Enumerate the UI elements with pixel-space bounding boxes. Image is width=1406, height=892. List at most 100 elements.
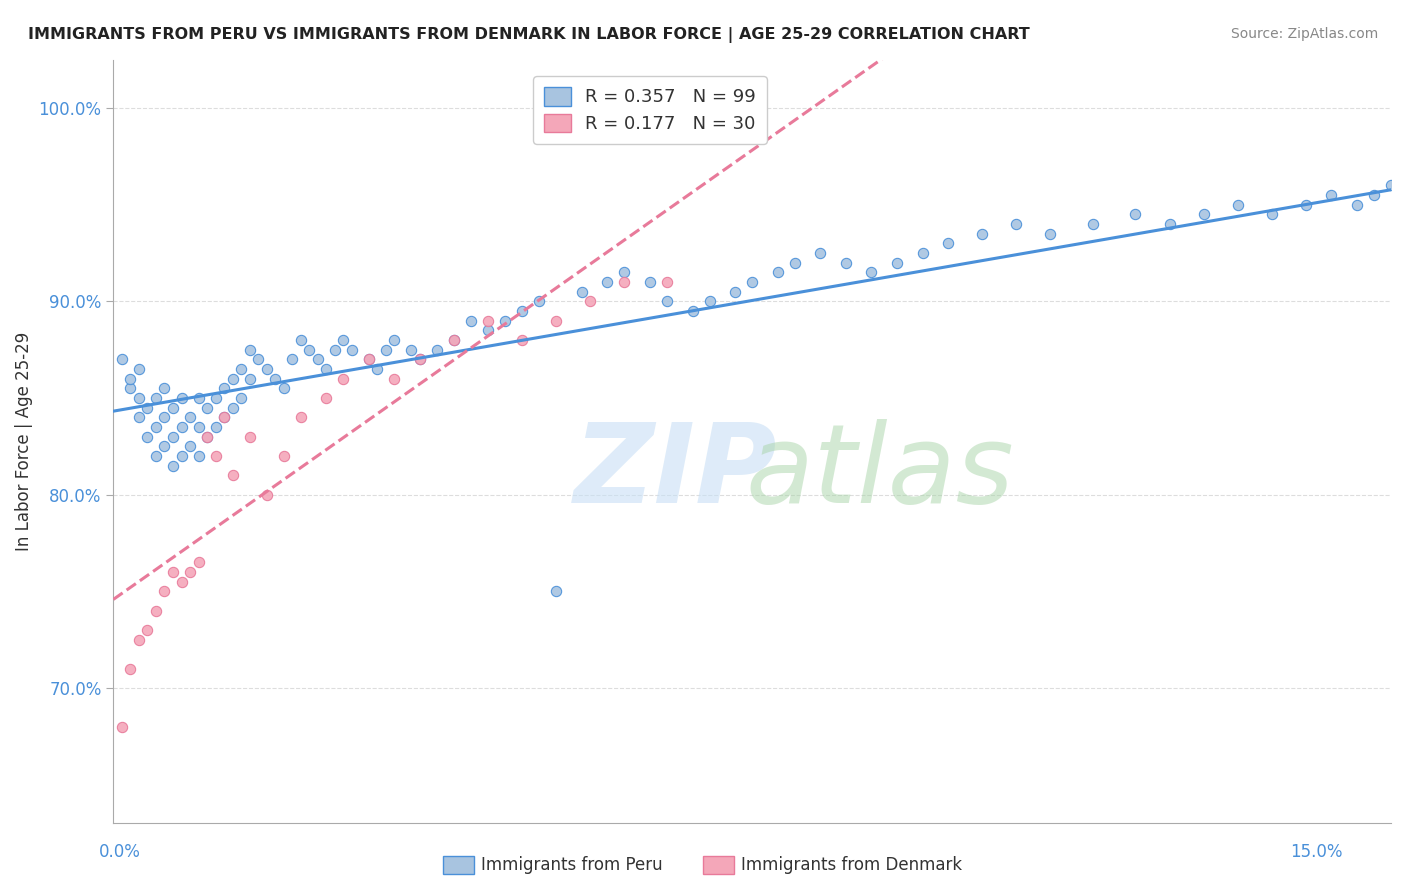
Point	[162, 565, 184, 579]
Point	[936, 236, 959, 251]
Point	[579, 294, 602, 309]
Point	[120, 372, 142, 386]
Point	[229, 391, 252, 405]
Point	[510, 304, 533, 318]
Point	[212, 410, 235, 425]
Point	[212, 381, 235, 395]
Point	[136, 430, 159, 444]
Point	[204, 449, 226, 463]
Point	[477, 313, 499, 327]
Point	[128, 632, 150, 647]
Point	[1039, 227, 1062, 241]
Point	[1320, 188, 1343, 202]
Point	[179, 565, 201, 579]
Point	[179, 439, 201, 453]
Point	[323, 343, 346, 357]
Legend: R = 0.357   N = 99, R = 0.177   N = 30: R = 0.357 N = 99, R = 0.177 N = 30	[533, 77, 766, 144]
Point	[221, 372, 243, 386]
Point	[128, 362, 150, 376]
Point	[204, 420, 226, 434]
Point	[494, 313, 516, 327]
Text: 15.0%: 15.0%	[1291, 843, 1343, 861]
Point	[239, 343, 262, 357]
Point	[443, 333, 465, 347]
Point	[187, 449, 209, 463]
Point	[195, 401, 218, 415]
Point	[256, 362, 278, 376]
Point	[212, 410, 235, 425]
Point	[529, 294, 551, 309]
Point	[808, 246, 831, 260]
Point	[357, 352, 380, 367]
Point	[1261, 207, 1284, 221]
Point	[145, 604, 167, 618]
Point	[366, 362, 388, 376]
Point	[546, 313, 568, 327]
Point	[239, 430, 262, 444]
Point	[1362, 188, 1385, 202]
Y-axis label: In Labor Force | Age 25-29: In Labor Force | Age 25-29	[15, 332, 32, 551]
Point	[195, 430, 218, 444]
Point	[315, 362, 337, 376]
Point	[477, 323, 499, 337]
Text: Source: ZipAtlas.com: Source: ZipAtlas.com	[1230, 27, 1378, 41]
Point	[1346, 197, 1368, 211]
Point	[655, 275, 678, 289]
Point	[170, 449, 193, 463]
Point	[741, 275, 763, 289]
Point	[221, 401, 243, 415]
Point	[1005, 217, 1028, 231]
Point	[332, 372, 354, 386]
Point	[111, 720, 134, 734]
Point	[170, 420, 193, 434]
Point	[162, 430, 184, 444]
Point	[153, 381, 176, 395]
Point	[682, 304, 704, 318]
Point	[247, 352, 270, 367]
Point	[120, 662, 142, 676]
Point	[443, 333, 465, 347]
Point	[136, 401, 159, 415]
Point	[613, 275, 636, 289]
Point	[638, 275, 661, 289]
Point	[724, 285, 747, 299]
Point	[153, 439, 176, 453]
Point	[195, 430, 218, 444]
Point	[1192, 207, 1215, 221]
Point	[972, 227, 994, 241]
Text: ZIP: ZIP	[574, 418, 778, 525]
Point	[1125, 207, 1147, 221]
Point	[596, 275, 619, 289]
Point	[229, 362, 252, 376]
Point	[1159, 217, 1181, 231]
Point	[546, 584, 568, 599]
Point	[204, 391, 226, 405]
Point	[290, 410, 312, 425]
Point	[571, 285, 593, 299]
Point	[162, 401, 184, 415]
Point	[409, 352, 432, 367]
Point	[136, 623, 159, 637]
Point	[145, 449, 167, 463]
Point	[860, 265, 883, 279]
Point	[1396, 526, 1406, 541]
Point	[384, 372, 406, 386]
Point	[1226, 197, 1249, 211]
Point	[766, 265, 789, 279]
Point	[911, 246, 934, 260]
Point	[298, 343, 321, 357]
Point	[1295, 197, 1317, 211]
Point	[187, 420, 209, 434]
Point	[120, 381, 142, 395]
Point	[655, 294, 678, 309]
Point	[340, 343, 363, 357]
Point	[886, 255, 908, 269]
Text: Immigrants from Peru: Immigrants from Peru	[481, 856, 662, 874]
Point	[256, 488, 278, 502]
Point	[290, 333, 312, 347]
Point	[153, 584, 176, 599]
Point	[835, 255, 858, 269]
Point	[613, 265, 636, 279]
Point	[128, 410, 150, 425]
Text: IMMIGRANTS FROM PERU VS IMMIGRANTS FROM DENMARK IN LABOR FORCE | AGE 25-29 CORRE: IMMIGRANTS FROM PERU VS IMMIGRANTS FROM …	[28, 27, 1029, 43]
